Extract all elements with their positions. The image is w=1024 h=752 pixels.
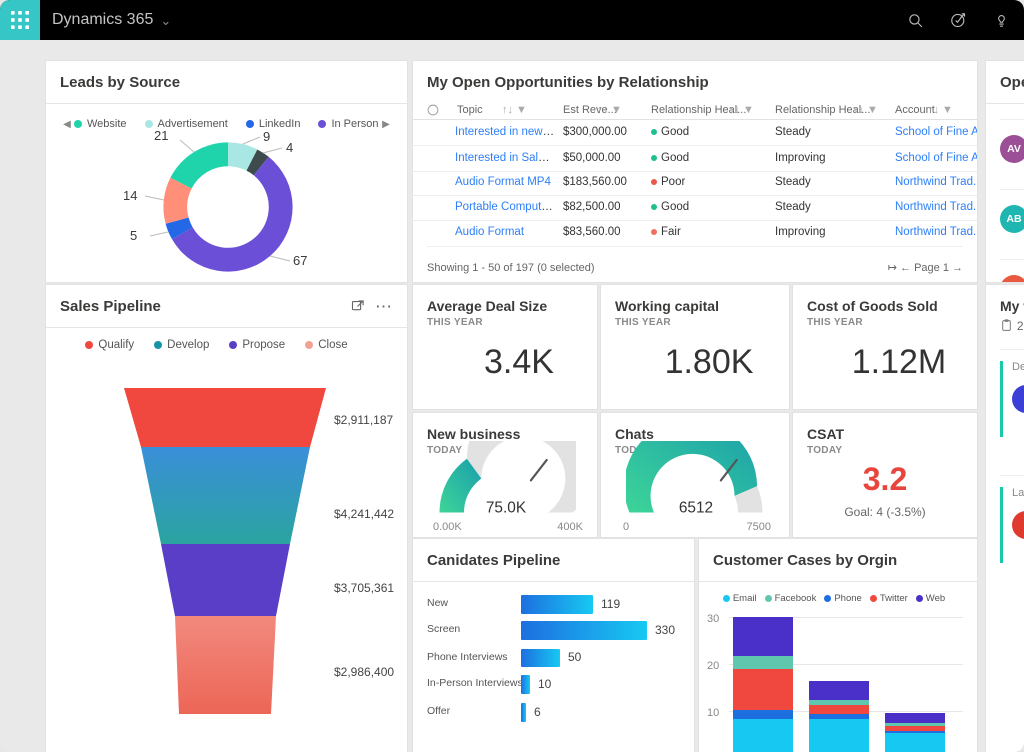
svg-text:4: 4 <box>286 140 293 155</box>
svg-text:9: 9 <box>263 129 270 144</box>
svg-text:5: 5 <box>130 228 137 243</box>
svg-text:6512: 6512 <box>679 500 713 517</box>
svg-text:67: 67 <box>293 253 307 268</box>
svg-text:75.0K: 75.0K <box>486 500 527 517</box>
svg-text:21: 21 <box>154 129 168 143</box>
svg-text:14: 14 <box>123 188 137 203</box>
